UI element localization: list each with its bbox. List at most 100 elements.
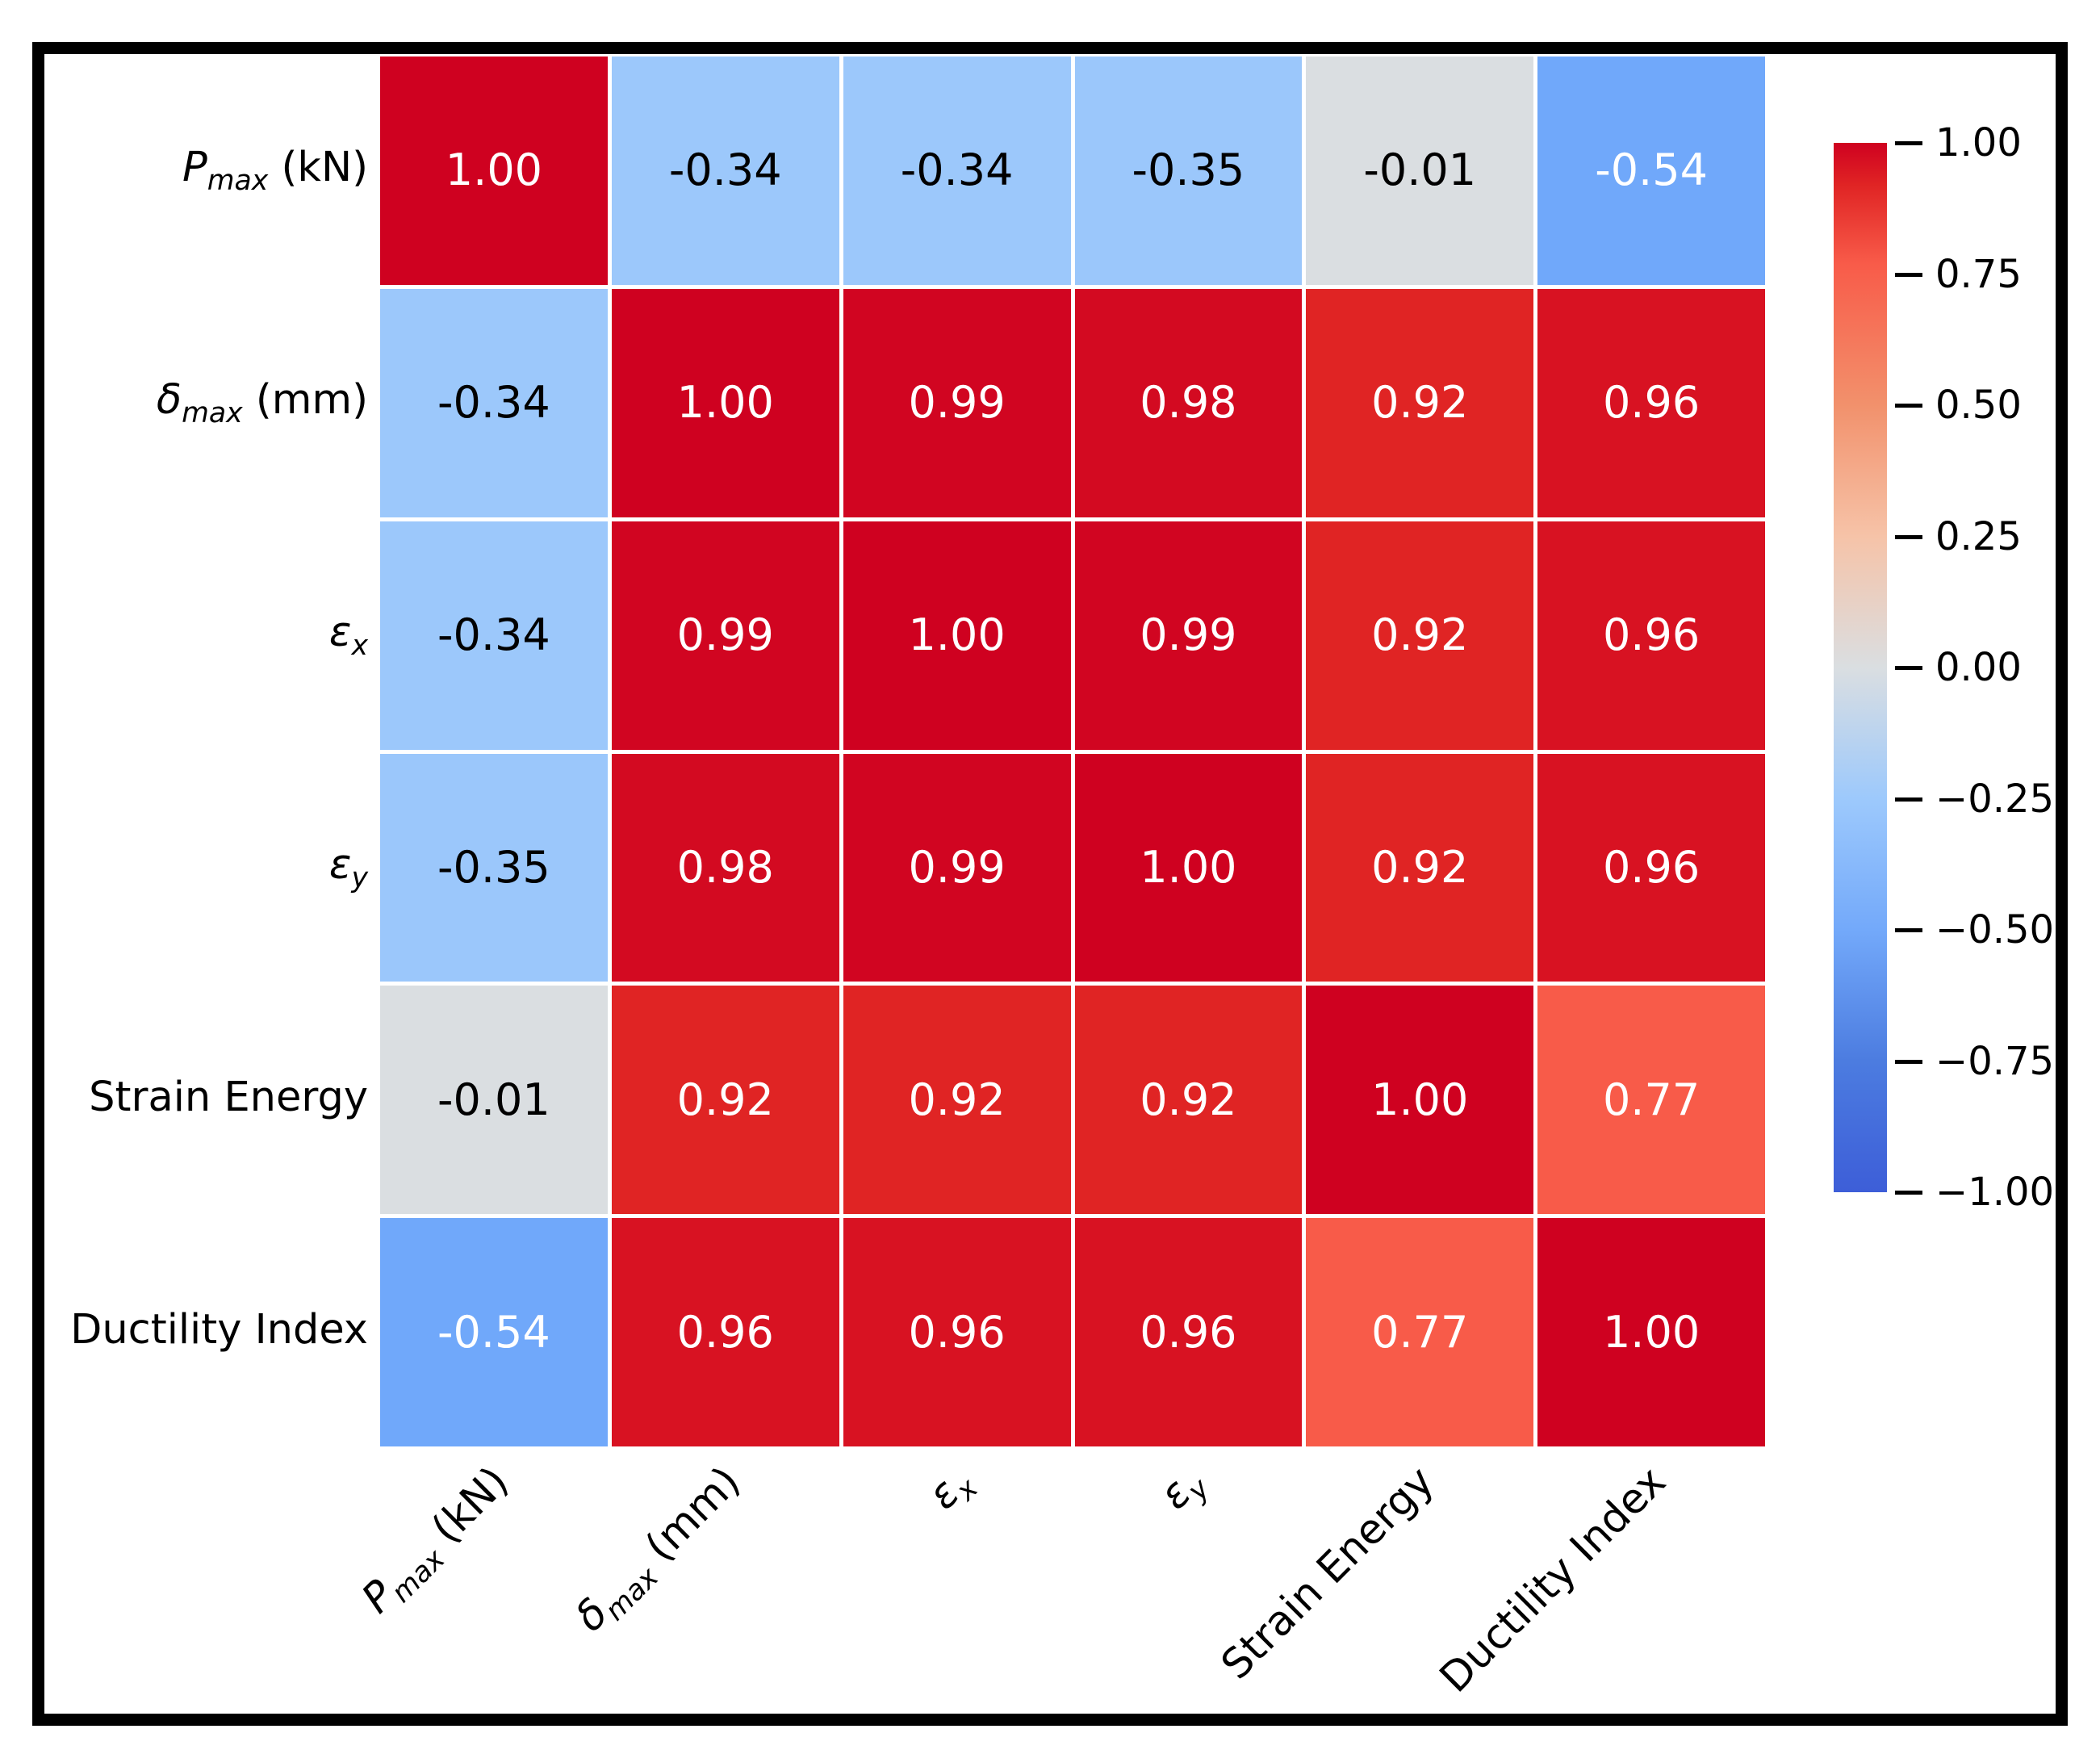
x-axis-label-rotated: Ductility Index (1431, 1458, 1680, 1706)
figure-border (32, 42, 2068, 1726)
y-axis-labels: Pmax (kN) δmax (mm) εx εy Strain Energy Ducti… (48, 57, 368, 1446)
colorbar: 1.00 0.75 0.50 0.25 0.00 −0.25 −0.50 −0.75 −1.00 (1834, 120, 2054, 1215)
heatmap-cell: -0.34 (611, 57, 839, 285)
y-axis-label: δmax (mm) (48, 289, 368, 517)
axis-label-text: εy (329, 841, 368, 894)
heatmap-cell: 0.99 (1074, 521, 1303, 750)
y-axis-label: Ductility Index (48, 1218, 368, 1446)
label-suffix: (mm) (242, 376, 368, 425)
heatmap-cell: -0.54 (380, 1218, 608, 1446)
x-axis-label: εx (908, 1458, 985, 1519)
colorbar-gradient (1834, 143, 1887, 1192)
label-suffix: (mm) (626, 1458, 750, 1580)
x-axis-label-rotated: Strain Energy (1213, 1458, 1448, 1693)
heatmap-cell: 0.77 (1306, 1218, 1534, 1446)
label-subscript: max (182, 397, 243, 430)
colorbar-tick-label: 0.75 (1935, 251, 2022, 297)
x-axis-label: δmax (mm) (504, 1458, 749, 1641)
heatmap-cell: 1.00 (380, 57, 608, 285)
heatmap-cell: -0.34 (380, 521, 608, 750)
colorbar-tick-label: 0.25 (1935, 513, 2022, 559)
heatmap-cell: 1.00 (843, 521, 1071, 750)
axis-label-text: Strain Energy (89, 1074, 368, 1127)
colorbar-tick-mark (1895, 141, 1922, 145)
label-subscript: max (207, 165, 269, 198)
colorbar-tick-mark (1895, 797, 1922, 802)
x-axis-label: Ductility Index (1344, 1458, 1675, 1702)
y-axis-label: εx (48, 521, 368, 750)
colorbar-tick-label: −1.00 (1935, 1170, 2055, 1215)
heatmap-cell: 0.96 (843, 1218, 1071, 1446)
heatmap-cell: 0.92 (843, 986, 1071, 1215)
axis-label-text: Strain Energy (1213, 1458, 1444, 1689)
colorbar-tick-mark (1895, 1191, 1922, 1195)
heatmap-cell: -0.34 (843, 57, 1071, 285)
axis-label-text: δmax (mm) (157, 376, 368, 429)
heatmap-cell: 0.96 (1074, 1218, 1303, 1446)
label-main: ε (328, 840, 352, 889)
heatmap-cell: 0.99 (843, 288, 1071, 517)
heatmap-cell: -0.01 (1306, 57, 1534, 285)
x-axis-label-rotated: εx (920, 1458, 985, 1523)
x-axis-label-rotated: δmax (mm) (566, 1458, 753, 1645)
heatmap-cell: 0.99 (611, 521, 839, 750)
heatmap-cell: 0.92 (1306, 753, 1534, 982)
y-axis-label: Strain Energy (48, 986, 368, 1214)
heatmap-cell: 1.00 (611, 288, 839, 517)
label-main: ε (328, 609, 352, 657)
heatmap-cell: -0.34 (380, 288, 608, 517)
label-main: δ (156, 376, 182, 425)
colorbar-tick-label: −0.50 (1935, 907, 2055, 952)
heatmap-cell: -0.01 (380, 986, 608, 1215)
x-axis-label-rotated: εy (1151, 1458, 1216, 1523)
colorbar-tick-mark (1895, 928, 1922, 932)
label-suffix: (kN) (268, 144, 369, 192)
heatmap-cell: 0.92 (1306, 288, 1534, 517)
label-main: Ductility Index (70, 1305, 368, 1354)
heatmap-cell: 0.98 (611, 753, 839, 982)
axis-label-text: εx (920, 1458, 985, 1519)
x-axis-label: Pmax (kN) (299, 1458, 517, 1622)
colorbar-tick-label: 1.00 (1935, 120, 2022, 165)
axis-label-text: εx (329, 609, 368, 662)
colorbar-tick-label: −0.25 (1935, 776, 2055, 822)
heatmap-cell: -0.54 (1537, 57, 1765, 285)
x-axis-labels: Pmax (kN) δmax (mm) εx εy Strain Energy Ducti… (353, 1458, 1765, 1732)
colorbar-tick-mark (1895, 534, 1922, 539)
colorbar-tick-mark (1895, 404, 1922, 408)
colorbar-tick-mark (1895, 666, 1922, 670)
label-main: Ductility Index (1431, 1458, 1675, 1702)
heatmap-cell: 0.92 (611, 986, 839, 1215)
heatmap-cell: -0.35 (1074, 57, 1303, 285)
heatmap-cell: 0.98 (1074, 288, 1303, 517)
heatmap-cell: 0.96 (1537, 521, 1765, 750)
label-subscript: x (351, 630, 368, 663)
y-axis-label: εy (48, 754, 368, 982)
heatmap-cell: -0.35 (380, 753, 608, 982)
label-main: Strain Energy (89, 1073, 368, 1121)
axis-label-text: Ductility Index (70, 1306, 368, 1359)
label-subscript: y (351, 861, 368, 894)
y-axis-label: Pmax (kN) (48, 57, 368, 285)
label-main: Strain Energy (1212, 1458, 1444, 1689)
heatmap-cell: 0.92 (1074, 986, 1303, 1215)
heatmap-cell: 1.00 (1074, 753, 1303, 982)
heatmap-cell: 1.00 (1306, 986, 1534, 1215)
colorbar-tick-label: 0.50 (1935, 383, 2022, 428)
heatmap-cell: 0.99 (843, 753, 1071, 982)
colorbar-tick-label: 0.00 (1935, 645, 2022, 690)
colorbar-tick-mark (1895, 1059, 1922, 1064)
label-main: P (182, 144, 207, 192)
axis-label-text: Ductility Index (1431, 1458, 1675, 1702)
axis-label-text: δmax (mm) (566, 1458, 749, 1641)
heatmap-cell: 0.96 (1537, 288, 1765, 517)
axis-label-text: Pmax (kN) (182, 144, 368, 197)
heatmap-cell: 0.96 (611, 1218, 839, 1446)
colorbar-tick-label: −0.75 (1935, 1038, 2055, 1084)
heatmap-cell: 0.77 (1537, 986, 1765, 1215)
heatmap-cell: 0.92 (1306, 521, 1534, 750)
correlation-heatmap-grid: 1.00 -0.34 -0.34 -0.35 -0.01 -0.54 -0.34 1.00 0.… (380, 57, 1765, 1446)
axis-label-text: εy (1151, 1458, 1216, 1519)
heatmap-cell: 0.96 (1537, 753, 1765, 982)
